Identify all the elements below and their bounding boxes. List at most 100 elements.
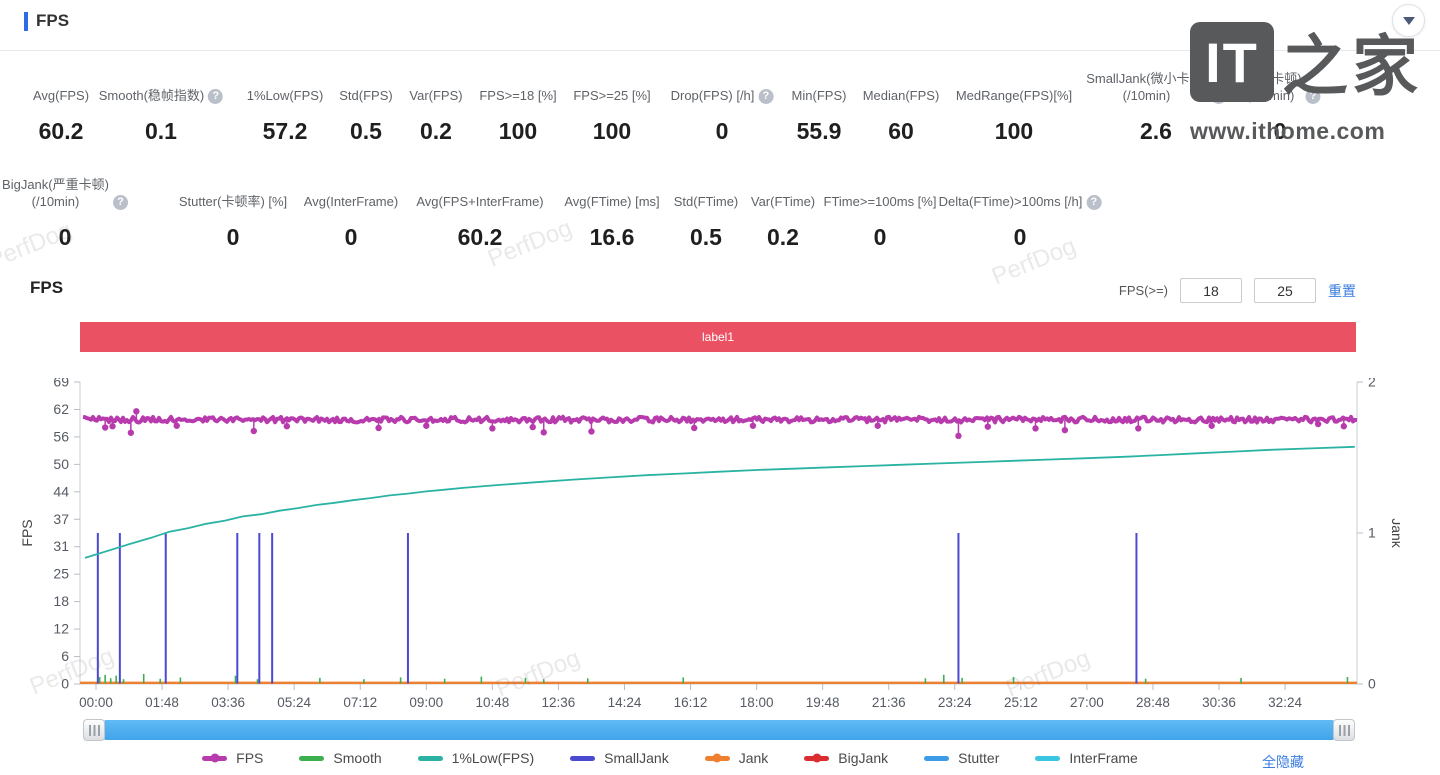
help-icon[interactable]: ? [208,89,224,104]
help-icon[interactable]: ? [1210,89,1226,104]
stat-delta-ftime: Delta(FTime)>100ms [/h]? 0 [939,176,1102,251]
svg-text:25:12: 25:12 [1004,695,1038,710]
legend-marker [704,753,730,763]
svg-text:19:48: 19:48 [806,695,840,710]
stat-bigjank: BigJank(严重卡顿) (/10min)? 0 [2,176,128,251]
page-title: FPS [36,11,70,30]
stat-avg-interframe: Avg(InterFrame) 0 [303,194,399,250]
legend-marker [570,755,596,761]
legend-item-smooth[interactable]: Smooth [299,750,382,766]
stat-avg-fps-interframe: Avg(FPS+InterFrame) 60.2 [416,194,544,250]
scrollbar-right-handle[interactable] [1333,719,1355,741]
svg-text:12: 12 [53,621,69,637]
legend-marker [804,753,830,763]
reset-link[interactable]: 重置 [1328,282,1356,299]
stat-var-ftime: Var(FTime) 0.2 [750,194,816,250]
svg-text:01:48: 01:48 [145,695,179,710]
stat-std-fps: Std(FPS) 0.5 [339,88,393,144]
svg-text:03:36: 03:36 [211,695,245,710]
svg-text:28:48: 28:48 [1136,695,1170,710]
legend-marker [924,755,950,761]
stat-smalljank: SmallJank(微小卡顿) (/10min)? 2.6 [1086,70,1226,145]
stat-std-ftime: Std(FTime) 0.5 [673,194,739,250]
svg-text:2: 2 [1368,378,1376,390]
svg-text:31: 31 [53,538,69,554]
chevron-down-icon [1402,16,1415,25]
legend-item-bigjank[interactable]: BigJank [804,750,888,766]
svg-text:6: 6 [61,648,69,664]
fps-filter: FPS(>=) 重置 [1119,278,1356,303]
stat-fps-ge-18: FPS>=18 [%] 100 [479,88,557,144]
svg-text:00:00: 00:00 [79,695,113,710]
divider [0,50,1440,51]
svg-text:37: 37 [53,511,69,527]
scrollbar-left-handle[interactable] [83,719,105,741]
svg-text:07:12: 07:12 [343,695,377,710]
legend-item-1pct-low[interactable]: 1%Low(FPS) [417,750,534,766]
stat-stutter: Stutter(卡顿率) [%] 0 [178,194,288,250]
svg-text:50: 50 [53,456,69,472]
svg-text:Jank: Jank [1389,518,1400,549]
legend-item-interframe[interactable]: InterFrame [1035,750,1138,766]
grip-icon [1338,724,1350,736]
help-icon[interactable]: ? [1305,89,1321,104]
stat-medrange-fps: MedRange(FPS)[%] 100 [955,88,1073,144]
legend-item-fps[interactable]: FPS [202,750,263,766]
svg-text:23:24: 23:24 [938,695,972,710]
fps-threshold-input-2[interactable] [1254,278,1316,303]
label-banner: label1 [80,322,1356,352]
svg-text:18: 18 [53,593,69,609]
chart-scrollbar [83,719,1355,741]
stat-min-fps: Min(FPS) 55.9 [791,88,847,144]
chart-legend: FPS Smooth 1%Low(FPS) SmallJank Jank Big… [0,750,1390,766]
help-icon[interactable]: ? [758,89,774,104]
svg-text:27:00: 27:00 [1070,695,1104,710]
svg-text:62: 62 [53,401,69,417]
stat-1pct-low: 1%Low(FPS) 57.2 [246,88,324,144]
hide-all-link[interactable]: 全隐藏 [1262,754,1304,770]
chart-section-title: FPS [30,278,64,297]
legend-item-stutter[interactable]: Stutter [924,750,999,766]
svg-text:0: 0 [1368,676,1376,692]
svg-text:16:12: 16:12 [674,695,708,710]
legend-marker [202,753,228,763]
stat-var-fps: Var(FPS) 0.2 [409,88,463,144]
accent-bar [24,12,28,31]
stat-drop-fps: Drop(FPS) [/h]? 0 [671,70,774,145]
legend-marker [417,755,443,761]
svg-text:1: 1 [1368,525,1376,541]
stat-fps-ge-25: FPS>=25 [%] 100 [573,88,651,144]
help-icon[interactable]: ? [1086,195,1102,210]
legend-item-smalljank[interactable]: SmallJank [570,750,669,766]
svg-text:09:00: 09:00 [409,695,443,710]
svg-text:0: 0 [61,676,69,692]
stat-smooth: Smooth(稳帧指数)? 0.1 [99,70,224,145]
svg-text:FPS: FPS [20,519,35,546]
svg-text:14:24: 14:24 [608,695,642,710]
scrollbar-track[interactable] [104,720,1334,740]
legend-item-jank[interactable]: Jank [704,750,768,766]
svg-text:25: 25 [53,566,69,582]
help-icon[interactable]: ? [112,195,128,210]
stat-median-fps: Median(FPS) 60 [862,88,940,144]
stat-avg-ftime: Avg(FTime) [ms] 16.6 [564,194,660,250]
svg-text:32:24: 32:24 [1268,695,1302,710]
fps-threshold-input-1[interactable] [1180,278,1242,303]
svg-text:21:36: 21:36 [872,695,906,710]
svg-text:05:24: 05:24 [277,695,311,710]
stat-jank: Jank(卡顿) (/10min)? 0 [1239,70,1321,145]
svg-text:18:00: 18:00 [740,695,774,710]
grip-icon [88,724,100,736]
svg-text:69: 69 [53,378,69,390]
svg-text:44: 44 [53,483,69,499]
svg-text:30:36: 30:36 [1202,695,1236,710]
stat-avg-fps: Avg(FPS) 60.2 [32,88,90,144]
collapse-button[interactable] [1392,4,1425,37]
stat-ftime-ge-100: FTime>=100ms [%] 0 [823,194,937,250]
legend-marker [1035,755,1061,761]
svg-text:56: 56 [53,428,69,444]
fps-filter-label: FPS(>=) [1118,283,1168,298]
svg-text:12:36: 12:36 [542,695,576,710]
svg-text:10:48: 10:48 [475,695,509,710]
